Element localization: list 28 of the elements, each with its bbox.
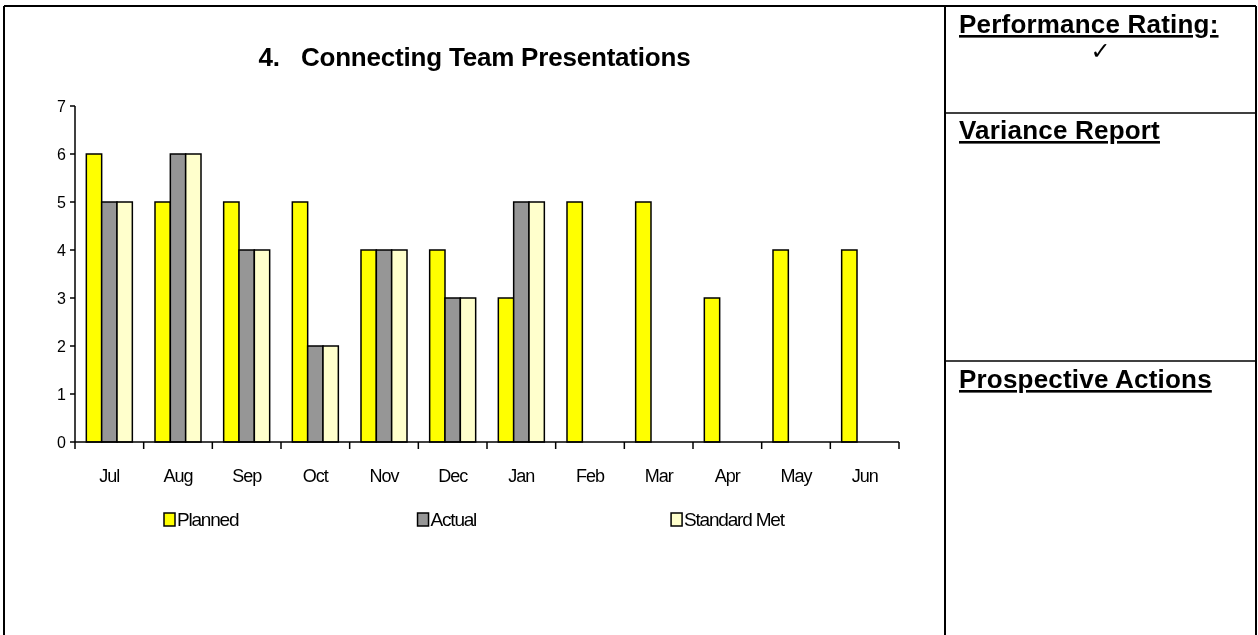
- text: Prospective Actions: [959, 364, 1212, 394]
- x-tick-label: Oct: [302, 466, 329, 486]
- y-tick-label: 4: [57, 241, 67, 259]
- x-tick-label: Jun: [851, 466, 878, 486]
- y-tick-label: 1: [57, 385, 67, 403]
- chart-title: 4. Connecting Team Presentations: [258, 42, 691, 72]
- x-tick-label: Jul: [99, 466, 120, 486]
- text: Performance Rating:: [959, 9, 1219, 39]
- legend-label: Planned: [177, 509, 239, 530]
- text: Variance Report: [959, 115, 1161, 145]
- y-tick-label: 7: [57, 97, 67, 115]
- x-tick-label: Feb: [575, 466, 605, 486]
- y-tick-label: 6: [57, 145, 67, 163]
- x-tick-label: Jan: [508, 466, 535, 486]
- y-tick-label: 3: [57, 289, 67, 307]
- x-tick-label: Apr: [714, 466, 741, 486]
- x-tick-label: Aug: [163, 466, 193, 486]
- y-tick-label: 0: [57, 433, 67, 451]
- text: ✓: [1090, 37, 1111, 65]
- legend-label: Standard Met: [684, 509, 786, 530]
- x-tick-label: Mar: [644, 466, 674, 486]
- x-tick-label: Nov: [369, 466, 400, 486]
- y-tick-label: 2: [57, 337, 67, 355]
- y-tick-label: 5: [57, 193, 67, 211]
- x-tick-label: Dec: [438, 466, 469, 486]
- x-tick-label: May: [780, 466, 813, 486]
- legend-label: Actual: [430, 509, 477, 530]
- x-tick-label: Sep: [232, 466, 263, 486]
